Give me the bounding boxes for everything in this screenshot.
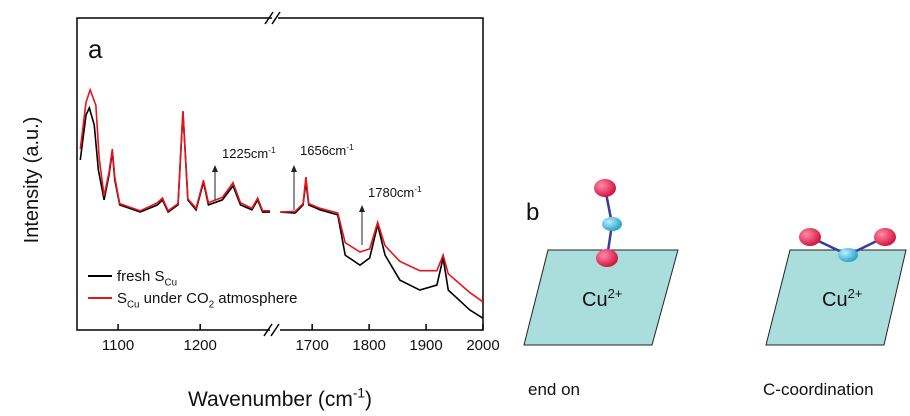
spectrum-line: [280, 182, 484, 319]
y-axis-label: Intensity (a.u.): [21, 117, 43, 244]
x-tick-label: 1200: [184, 337, 217, 354]
annotation-part: -1: [414, 184, 422, 194]
annotation-part: 1225cm: [222, 146, 268, 161]
carbon-atom: [838, 248, 858, 262]
legend-label-part: S: [117, 290, 127, 307]
spectrum-line: [79, 105, 270, 214]
ion-label: Cu2+: [822, 286, 862, 311]
x-tick-label: 1700: [295, 337, 328, 354]
spectrum-line: [79, 87, 270, 213]
x-axis-label-part: -1: [353, 386, 365, 401]
legend-label-part: 2: [209, 300, 214, 311]
plot-frame: [76, 11, 484, 337]
carbon-atom: [602, 217, 622, 231]
oxygen-atom: [874, 228, 896, 246]
x-axis-label: Wavenumber (cm-1): [188, 386, 372, 411]
oxygen-atom: [596, 249, 618, 267]
legend-label-part: fresh S: [117, 268, 165, 285]
x-tick-label: 1900: [409, 337, 442, 354]
oxygen-atom: [594, 179, 616, 197]
annotation: 1656cm-1: [300, 142, 354, 158]
surface: [765, 249, 907, 346]
legend-label-part: atmosphere: [214, 290, 297, 307]
x-axis-label-part: ): [365, 388, 372, 411]
legend-label: fresh SCu: [117, 268, 177, 289]
annotation: 1225cm-1: [222, 145, 276, 161]
ion-label-part: 2+: [608, 286, 623, 301]
x-tick-label: 1800: [352, 337, 385, 354]
x-tick-label: 2000: [466, 337, 499, 354]
ion-label: Cu2+: [582, 286, 622, 311]
annotation-part: -1: [268, 145, 276, 155]
annotation-part: 1656cm: [300, 143, 346, 158]
legend-label-part: under CO: [139, 290, 208, 307]
x-tick-label: 1100: [102, 337, 134, 354]
oxygen-atom: [799, 228, 821, 246]
caption: C-coordination: [763, 380, 874, 399]
ion-label-part: Cu: [582, 289, 608, 311]
annotation-part: 1780cm: [368, 185, 414, 200]
ion-label-part: Cu: [822, 289, 848, 311]
legend-label-part: Cu: [127, 300, 139, 311]
spectrum-line: [280, 177, 484, 303]
surface: [523, 249, 679, 346]
panel-label: a: [88, 34, 103, 64]
annotation: 1780cm-1: [368, 184, 422, 200]
annotation-part: -1: [346, 142, 354, 152]
x-axis-label-part: Wavenumber (cm: [188, 388, 353, 411]
ion-label-part: 2+: [848, 286, 863, 301]
legend-label: SCu under CO2 atmosphere: [117, 290, 298, 311]
caption: end on: [528, 380, 580, 399]
panel-label: b: [526, 199, 539, 226]
diagram: [523, 179, 907, 346]
legend-label-part: Cu: [165, 278, 177, 289]
bonds: [603, 187, 886, 259]
